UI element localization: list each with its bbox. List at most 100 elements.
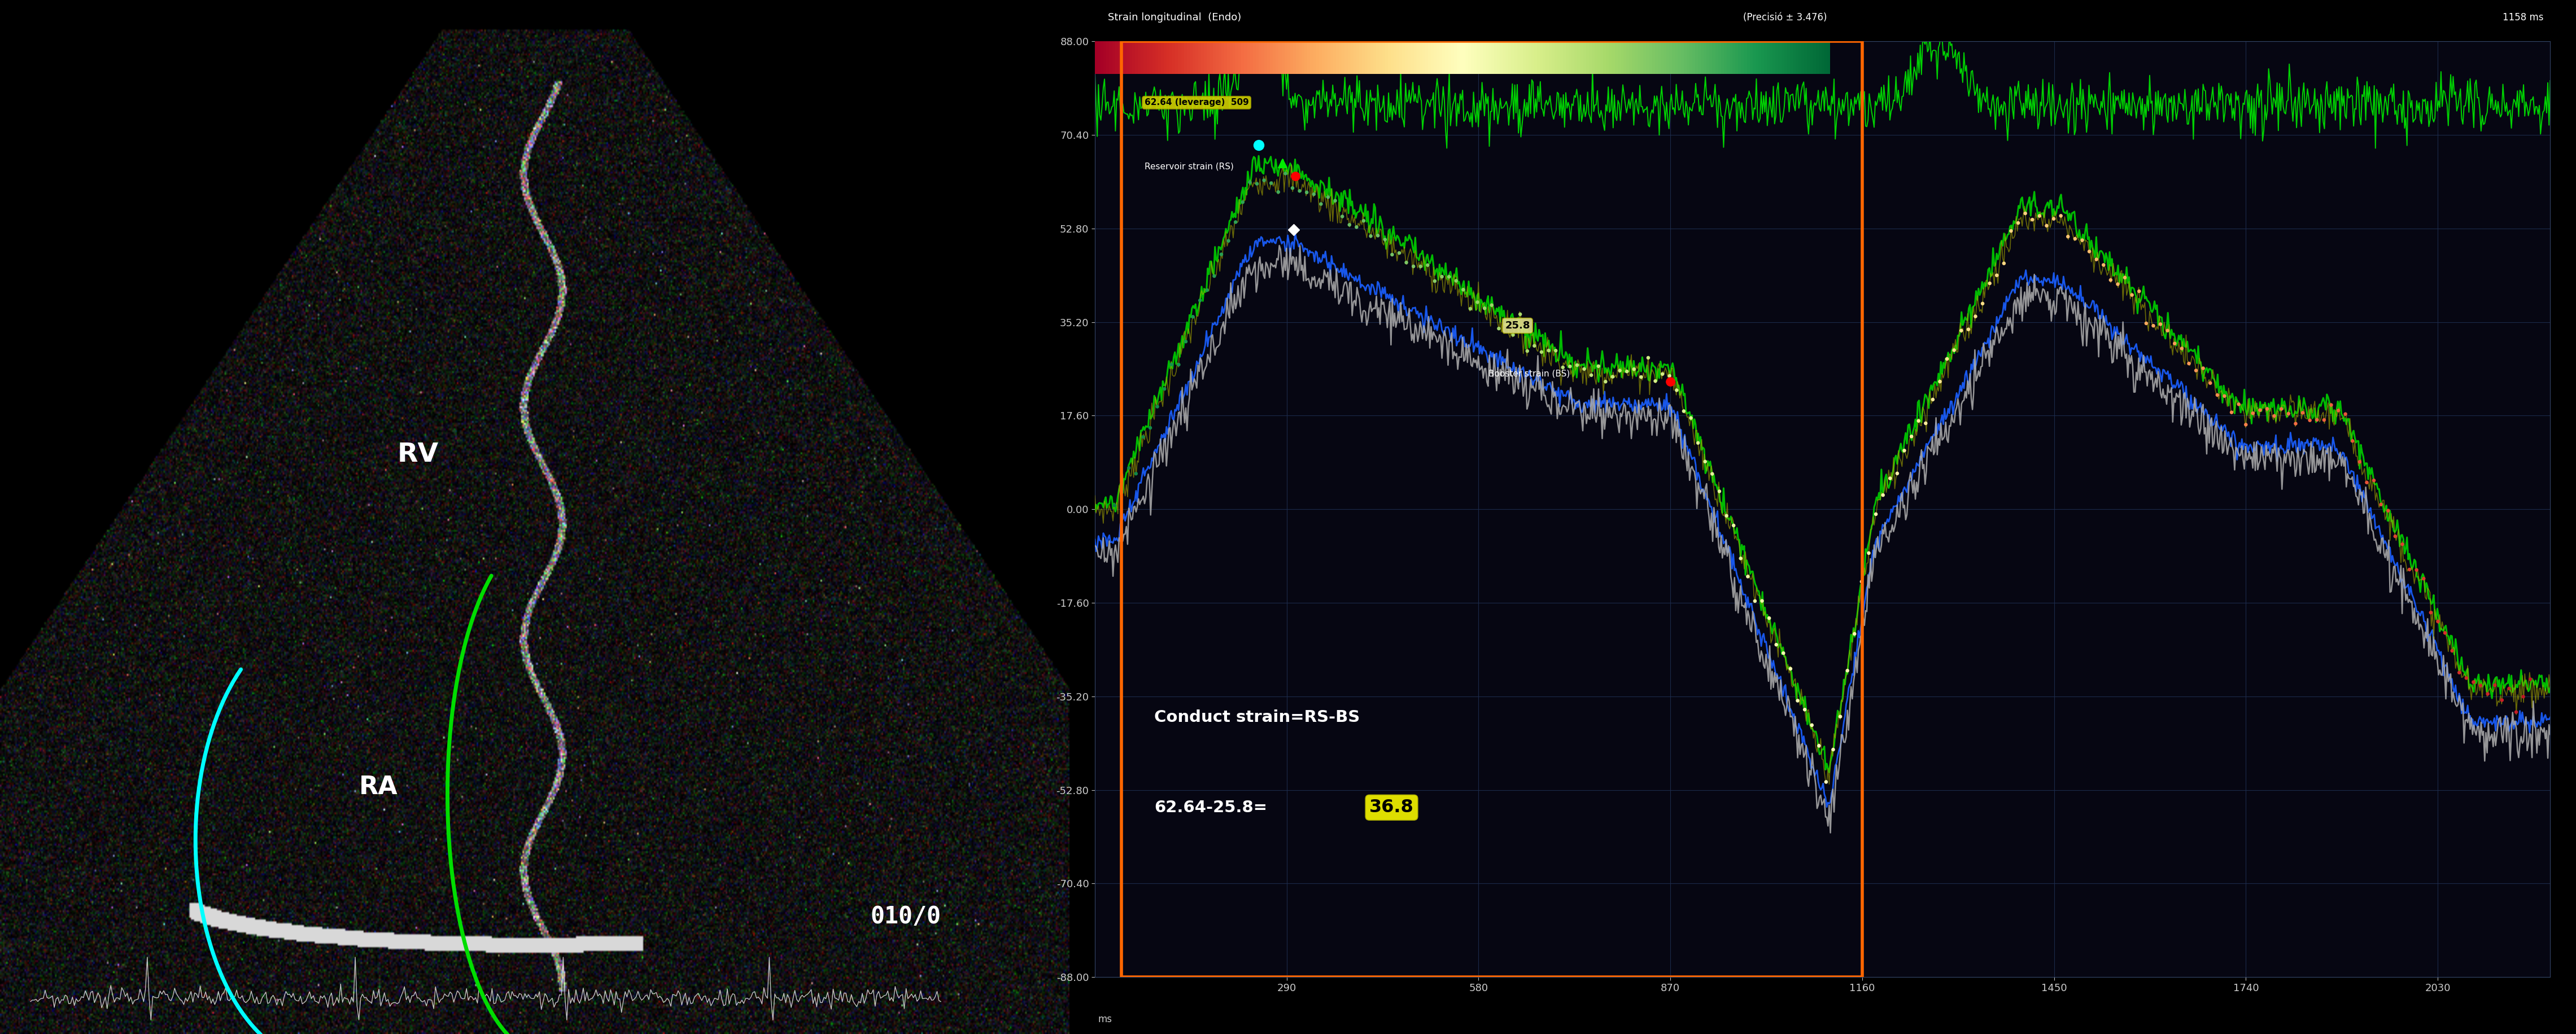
Point bbox=[2197, 387, 2239, 403]
Point bbox=[1535, 342, 1577, 359]
Point bbox=[1435, 273, 1476, 290]
Text: 25.8: 25.8 bbox=[1504, 321, 1530, 331]
Point bbox=[1301, 195, 1342, 212]
Point bbox=[1692, 465, 1734, 482]
Point bbox=[1749, 610, 1790, 627]
Point bbox=[2473, 677, 2514, 694]
Point bbox=[1819, 708, 1860, 725]
Point bbox=[1100, 483, 1141, 499]
Point bbox=[1814, 741, 1855, 758]
Point bbox=[2295, 412, 2336, 428]
Point bbox=[1883, 443, 1924, 459]
Point bbox=[2105, 269, 2146, 285]
Point bbox=[1414, 273, 1455, 290]
Point bbox=[1862, 487, 1904, 504]
Point bbox=[1564, 361, 1605, 377]
Point bbox=[2239, 402, 2280, 419]
Point bbox=[2133, 317, 2174, 334]
Point bbox=[1600, 362, 1641, 378]
Point bbox=[1996, 215, 2038, 232]
Point bbox=[1249, 175, 1291, 191]
Text: ms: ms bbox=[1097, 1014, 1113, 1025]
Point bbox=[2267, 405, 2308, 422]
Point bbox=[1486, 316, 1528, 333]
Point bbox=[1728, 569, 1770, 585]
Point bbox=[1984, 255, 2025, 272]
Point bbox=[1762, 645, 1803, 662]
Point bbox=[1159, 357, 1200, 373]
Point bbox=[1443, 281, 1484, 298]
Text: Reservoir strain (RS): Reservoir strain (RS) bbox=[1144, 162, 1234, 171]
Point bbox=[2468, 686, 2509, 702]
Point bbox=[2218, 396, 2259, 413]
Point bbox=[2089, 272, 2130, 288]
Point bbox=[1636, 372, 1677, 389]
Point bbox=[2262, 400, 2303, 417]
Point bbox=[1875, 465, 1917, 482]
Point bbox=[2432, 642, 2473, 659]
Point bbox=[1842, 573, 1883, 589]
Point bbox=[2246, 400, 2287, 417]
Point bbox=[2056, 231, 2097, 247]
Point bbox=[1180, 293, 1221, 309]
Point bbox=[2445, 670, 2486, 687]
Point bbox=[2375, 528, 2416, 545]
Point bbox=[2331, 432, 2372, 449]
Point bbox=[1095, 497, 1136, 514]
Point bbox=[1280, 183, 1321, 200]
Point bbox=[1507, 342, 1548, 359]
Point bbox=[2282, 404, 2324, 421]
Point bbox=[2061, 232, 2102, 248]
Point bbox=[2318, 402, 2360, 419]
Point bbox=[2182, 360, 2223, 376]
Point bbox=[1891, 428, 1932, 445]
Point bbox=[2411, 604, 2452, 620]
Point bbox=[2069, 243, 2110, 260]
Point bbox=[1947, 322, 1989, 338]
Point bbox=[2416, 613, 2458, 630]
Point bbox=[1136, 398, 1177, 415]
Text: 010/0: 010/0 bbox=[871, 905, 940, 929]
Point bbox=[2496, 704, 2537, 721]
Point bbox=[1285, 184, 1327, 201]
Point bbox=[1430, 269, 1471, 285]
Point bbox=[2226, 417, 2267, 433]
Point bbox=[2360, 496, 2401, 513]
Point bbox=[1584, 373, 1625, 390]
Point bbox=[1309, 189, 1350, 206]
Point bbox=[1337, 219, 1378, 236]
Point bbox=[1790, 717, 1832, 733]
Point bbox=[1968, 275, 2009, 292]
Point bbox=[2509, 671, 2550, 688]
Point bbox=[1991, 222, 2032, 239]
Bar bbox=[1121, 41, 1862, 977]
Point bbox=[1963, 296, 2004, 312]
Point bbox=[1641, 366, 1682, 383]
Point bbox=[1329, 216, 1370, 233]
Point bbox=[1458, 294, 1499, 310]
Point bbox=[2303, 412, 2344, 428]
Point bbox=[1221, 194, 1262, 211]
Text: 62.64 (leverage)  509: 62.64 (leverage) 509 bbox=[1144, 98, 1249, 107]
Point bbox=[1556, 357, 1597, 373]
Point bbox=[1365, 232, 1406, 248]
Point bbox=[2025, 217, 2066, 234]
Point bbox=[1855, 506, 1896, 522]
Point bbox=[2154, 335, 2195, 352]
Point bbox=[1273, 180, 1314, 196]
Point bbox=[1698, 483, 1739, 499]
Point bbox=[1265, 165, 1306, 182]
Point bbox=[1664, 403, 1705, 420]
Point bbox=[1734, 592, 1775, 609]
Point bbox=[1528, 342, 1569, 359]
Point bbox=[1927, 351, 1968, 367]
Point bbox=[1358, 227, 1399, 244]
Point bbox=[2210, 404, 2251, 421]
Point bbox=[2174, 362, 2215, 378]
Point bbox=[2205, 388, 2246, 404]
Point bbox=[2424, 625, 2465, 641]
Point bbox=[1911, 391, 1953, 407]
Point bbox=[1685, 453, 1726, 469]
Point bbox=[1479, 321, 1520, 337]
Point bbox=[2488, 680, 2530, 697]
